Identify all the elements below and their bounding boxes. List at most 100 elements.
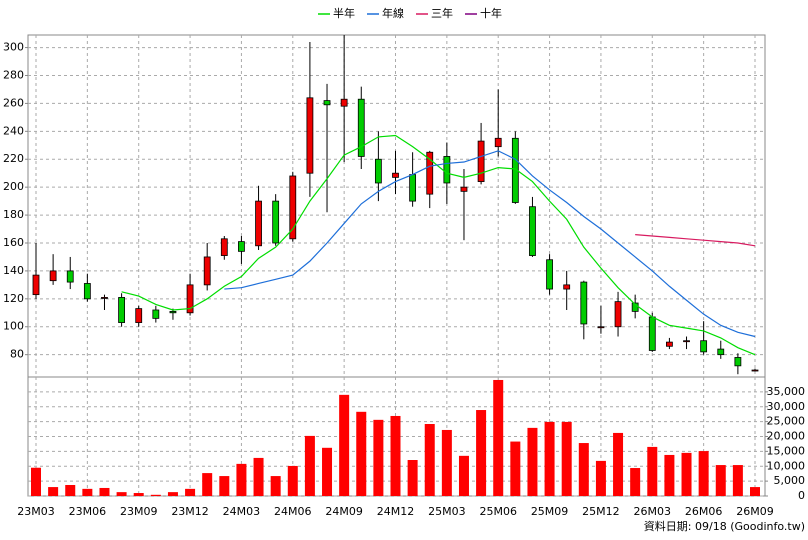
volume-bar — [732, 465, 743, 496]
volume-bar — [715, 465, 726, 496]
x-tick-label: 25M12 — [582, 505, 620, 518]
x-tick-label: 26M03 — [634, 505, 672, 518]
x-tick-label: 25M09 — [531, 505, 569, 518]
volume-bar — [441, 429, 452, 496]
candle-body — [306, 97, 314, 174]
volume-bar — [65, 484, 76, 496]
candle-body — [49, 270, 57, 282]
y-tick-label: 100 — [3, 320, 24, 333]
x-tick-label: 25M03 — [428, 505, 466, 518]
y-tick-label: 140 — [3, 264, 24, 277]
volume-bar — [647, 446, 658, 496]
volume-bar — [476, 410, 487, 496]
volume-bar — [219, 476, 230, 496]
candle-body — [563, 284, 571, 290]
volume-bar — [99, 487, 110, 496]
candle-body — [614, 301, 622, 328]
candle-body — [683, 340, 690, 343]
volume-bar — [116, 492, 127, 496]
volume-bar — [578, 443, 589, 496]
ma-line — [224, 150, 756, 338]
candle-body — [700, 340, 708, 353]
y-tick-label: 300 — [3, 41, 24, 54]
candle-body — [751, 369, 759, 372]
candle-body — [529, 206, 536, 256]
volume-bar — [595, 460, 606, 496]
volume-bar — [270, 476, 281, 496]
volume-bar — [493, 379, 504, 496]
volume-bar — [304, 435, 315, 496]
legend-label: 半年 — [333, 6, 355, 20]
candle-body — [169, 310, 177, 314]
candle-body — [289, 175, 297, 240]
candle-body — [186, 284, 194, 314]
x-tick-label: 25M06 — [479, 505, 517, 518]
candle-body — [374, 158, 382, 184]
x-tick-label: 23M12 — [171, 505, 209, 518]
y-tick-label: 220 — [3, 152, 24, 165]
candle-body — [203, 256, 211, 286]
candle-body — [511, 137, 519, 203]
y-tick-label: 200 — [3, 180, 24, 193]
volume-bar — [698, 451, 709, 496]
footer: 資料日期: 09/18 (Goodinfo.tw) — [644, 519, 805, 533]
y-tick-label: 180 — [3, 208, 24, 221]
y-tick-label: 260 — [3, 96, 24, 109]
candle-body — [357, 98, 365, 157]
volume-bar — [390, 415, 401, 496]
volume-bar — [510, 441, 521, 496]
candle-body — [597, 326, 605, 329]
y-tick-label: 280 — [3, 68, 24, 81]
candle-body — [135, 308, 143, 323]
volume-bar — [527, 427, 538, 496]
volume-bar — [613, 432, 624, 496]
candle-body — [272, 200, 280, 244]
y2-tick-label: 15,000 — [767, 444, 806, 457]
candle-body — [32, 274, 40, 296]
volume-bar — [82, 488, 93, 496]
ma-line — [121, 134, 756, 356]
candle-body — [83, 283, 91, 300]
volume-bar — [31, 467, 41, 496]
x-tick-label: 24M03 — [223, 505, 261, 518]
y2-tick-label: 5,000 — [774, 474, 806, 487]
volume-bar — [664, 454, 675, 496]
y-tick-label: 240 — [3, 124, 24, 137]
x-tick-label: 24M06 — [274, 505, 312, 518]
volume-bar — [48, 487, 59, 496]
volume-bar — [167, 492, 178, 496]
candle-body — [443, 156, 451, 184]
legend-label: 十年 — [480, 6, 502, 20]
y-tick-label: 80 — [10, 348, 24, 361]
y2-tick-label: 20,000 — [767, 430, 806, 443]
x-tick-label: 23M06 — [69, 505, 107, 518]
x-tick-label: 26M09 — [736, 505, 774, 518]
candle-body — [734, 357, 742, 367]
volume-bar — [339, 394, 350, 496]
candle-body — [460, 186, 468, 192]
volume-bar — [236, 463, 247, 496]
volume-bar — [561, 421, 572, 496]
candle-body — [220, 238, 228, 256]
candle-body — [717, 348, 725, 356]
candle-body — [66, 270, 74, 283]
volume-bar — [150, 494, 161, 496]
candle-body — [546, 259, 553, 290]
volume-bar — [253, 457, 264, 496]
volume-bar — [356, 411, 367, 496]
candle-body — [392, 172, 399, 178]
y2-tick-label: 0 — [798, 489, 805, 502]
candle-body — [580, 281, 588, 325]
y2-tick-label: 25,000 — [767, 415, 806, 428]
legend-label: 年線 — [382, 6, 404, 20]
volume-bar — [133, 493, 144, 496]
candle-body — [101, 297, 108, 299]
volume-bar — [424, 424, 435, 496]
x-tick-label: 24M12 — [377, 505, 415, 518]
volume-bar — [322, 447, 333, 496]
candle-body — [494, 137, 502, 148]
volume-bar — [630, 468, 641, 496]
candle-body — [152, 309, 160, 319]
candle-body — [118, 297, 125, 323]
